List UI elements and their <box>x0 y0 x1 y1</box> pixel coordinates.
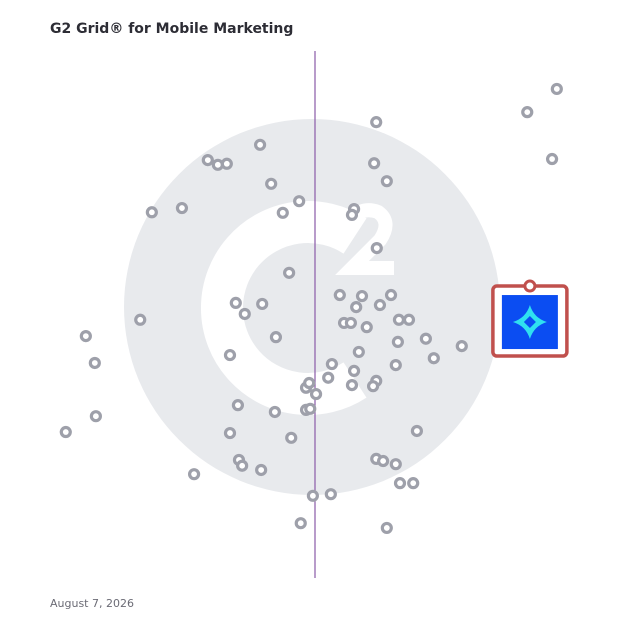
product-dot <box>309 387 323 401</box>
product-dot <box>368 157 381 170</box>
product-dot <box>355 289 369 303</box>
product-dot <box>360 321 373 334</box>
product-dot <box>384 288 398 302</box>
product-dot <box>285 431 298 444</box>
product-dot <box>333 288 346 302</box>
product-dot <box>545 152 559 166</box>
product-dot <box>79 330 92 343</box>
product-dot <box>236 459 249 472</box>
product-dot <box>550 82 563 96</box>
product-dot <box>344 316 358 330</box>
product-dot <box>389 358 402 372</box>
product-dot <box>269 331 283 344</box>
highlight-dot <box>523 279 537 293</box>
product-dot <box>407 477 420 490</box>
product-dot <box>253 138 267 151</box>
product-dot <box>88 356 101 370</box>
product-dot <box>350 301 363 314</box>
product-dot <box>201 153 214 167</box>
product-dot <box>389 458 402 471</box>
product-dot <box>231 399 245 412</box>
product-logo <box>501 295 558 350</box>
product-dot <box>268 405 281 419</box>
product-dot <box>134 313 147 326</box>
product-dot <box>380 521 393 535</box>
product-dot <box>410 424 424 438</box>
product-dot <box>322 371 335 384</box>
product-dot <box>392 313 406 326</box>
product-dot <box>256 297 269 311</box>
product-dot <box>347 364 361 377</box>
product-dot <box>427 352 440 365</box>
product-dot <box>238 307 251 321</box>
product-dot <box>370 241 383 255</box>
product-dot <box>187 468 201 481</box>
product-dot <box>223 348 237 362</box>
product-dot <box>220 157 233 170</box>
product-dot <box>89 410 102 423</box>
product-dot <box>345 208 359 221</box>
product-dot <box>380 175 393 188</box>
product-dot <box>352 345 365 359</box>
product-dot <box>276 206 289 219</box>
product-dot <box>373 298 387 312</box>
product-dot <box>306 489 319 502</box>
product-dot <box>391 335 404 349</box>
product-dot <box>293 195 306 208</box>
product-dot <box>521 106 534 119</box>
product-dot <box>377 454 390 468</box>
product-dot <box>294 517 307 530</box>
product-dot <box>223 426 237 440</box>
product-dot <box>402 313 416 326</box>
product-dot <box>366 380 380 393</box>
product-dot <box>304 402 317 415</box>
product-dot <box>265 177 278 190</box>
product-dot <box>324 488 337 501</box>
date-footnote: August 7, 2026 <box>50 597 134 610</box>
product-dot <box>419 332 432 345</box>
product-dot <box>283 266 296 279</box>
product-dot <box>59 425 72 439</box>
product-logo-shape <box>512 305 547 340</box>
product-dot <box>229 296 242 310</box>
watermark <box>124 119 500 495</box>
product-dot <box>455 340 468 353</box>
product-dot <box>145 206 158 219</box>
product-dot <box>345 379 359 392</box>
product-dot <box>175 201 189 215</box>
product-dot <box>370 116 383 129</box>
product-dot <box>393 477 407 490</box>
chart-title: G2 Grid® for Mobile Marketing <box>50 21 293 37</box>
product-dot <box>325 357 338 371</box>
product-dot <box>255 463 268 477</box>
product-dot <box>303 376 316 390</box>
